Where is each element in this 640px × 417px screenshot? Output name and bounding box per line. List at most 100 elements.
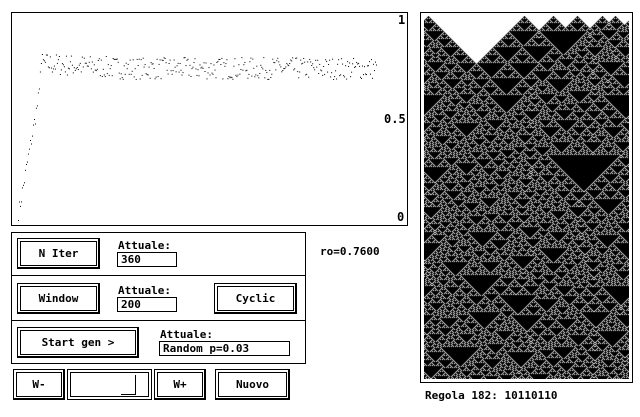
density-point (121, 77, 123, 79)
n-iter-value-field[interactable]: 360 (117, 252, 177, 267)
density-point (297, 71, 299, 73)
density-point (332, 58, 334, 60)
density-point (316, 66, 318, 68)
density-point (235, 74, 237, 76)
density-point (102, 68, 104, 70)
density-point (161, 59, 163, 61)
window-value-field[interactable]: 200 (117, 297, 177, 312)
density-point (98, 58, 100, 60)
density-point (308, 76, 310, 78)
density-point (54, 68, 56, 70)
density-point (184, 57, 186, 59)
density-point (201, 66, 203, 68)
density-point (314, 69, 316, 71)
n-iter-button[interactable]: N Iter (17, 238, 100, 269)
density-point (125, 62, 127, 64)
density-point (219, 59, 221, 60)
density-point (344, 76, 346, 78)
automaton-panel (420, 12, 633, 383)
density-point (142, 57, 144, 59)
density-point (120, 73, 122, 75)
density-point (150, 62, 152, 64)
density-point (309, 58, 311, 60)
window-button[interactable]: Window (17, 283, 100, 314)
density-point (126, 68, 128, 70)
density-point (138, 58, 140, 60)
density-point (266, 72, 268, 74)
density-point (82, 66, 84, 68)
density-point (240, 69, 242, 70)
density-point (349, 62, 351, 64)
w-plus-button[interactable]: W+ (154, 369, 206, 400)
density-point (107, 64, 109, 66)
start-gen-button[interactable]: Start gen > (17, 327, 139, 358)
density-point (371, 59, 372, 61)
density-point (273, 61, 275, 63)
density-point (257, 75, 259, 77)
density-point (237, 74, 239, 76)
density-point (35, 123, 36, 125)
density-point (134, 68, 136, 70)
density-point (76, 67, 78, 68)
density-point (335, 70, 337, 72)
density-point (35, 107, 37, 109)
density-point (350, 76, 352, 78)
density-point (342, 63, 344, 65)
density-point (38, 88, 40, 90)
density-point (111, 75, 113, 77)
density-point (74, 69, 76, 71)
density-point (231, 77, 233, 79)
window-slider-thumb[interactable] (121, 375, 136, 395)
density-point (132, 59, 134, 61)
density-point (154, 78, 156, 80)
density-point (253, 67, 255, 69)
density-point (185, 65, 187, 67)
density-point (229, 77, 231, 79)
density-point (158, 63, 160, 65)
density-point (325, 59, 327, 61)
density-point (254, 76, 256, 78)
start-gen-value-field[interactable]: Random p=0.03 (159, 341, 290, 356)
density-point (360, 76, 361, 78)
density-point (334, 76, 336, 78)
density-point (108, 74, 110, 76)
cyclic-button[interactable]: Cyclic (214, 283, 297, 314)
density-point (80, 71, 82, 73)
density-point (22, 187, 23, 189)
window-slider[interactable] (67, 369, 152, 400)
density-scatter-plot (18, 54, 377, 221)
density-point (127, 63, 129, 65)
density-point (218, 58, 220, 60)
density-point (70, 55, 72, 57)
w-minus-button[interactable]: W- (13, 369, 65, 400)
density-point (65, 55, 67, 57)
density-point (364, 66, 365, 68)
density-point (72, 72, 74, 74)
density-point (148, 66, 150, 68)
y-axis-label-top: 1 (398, 13, 406, 27)
density-point (49, 56, 51, 58)
density-point (114, 58, 116, 60)
density-point (264, 77, 266, 79)
density-point (41, 54, 43, 55)
density-point (255, 74, 257, 76)
density-point (203, 62, 205, 64)
density-point (236, 76, 238, 78)
density-point (283, 68, 285, 70)
density-point (83, 57, 85, 59)
density-point (48, 67, 50, 69)
density-point (290, 59, 292, 61)
density-point (186, 59, 188, 61)
density-point (375, 61, 376, 63)
density-point (303, 58, 305, 59)
density-point (278, 61, 280, 63)
density-point (105, 56, 107, 57)
density-point (177, 62, 179, 64)
density-point (317, 59, 319, 61)
density-point (116, 58, 118, 60)
density-point (366, 74, 367, 76)
nuovo-button[interactable]: Nuovo (215, 369, 290, 400)
density-point (233, 65, 235, 67)
density-point (88, 61, 90, 63)
density-point (147, 74, 149, 76)
